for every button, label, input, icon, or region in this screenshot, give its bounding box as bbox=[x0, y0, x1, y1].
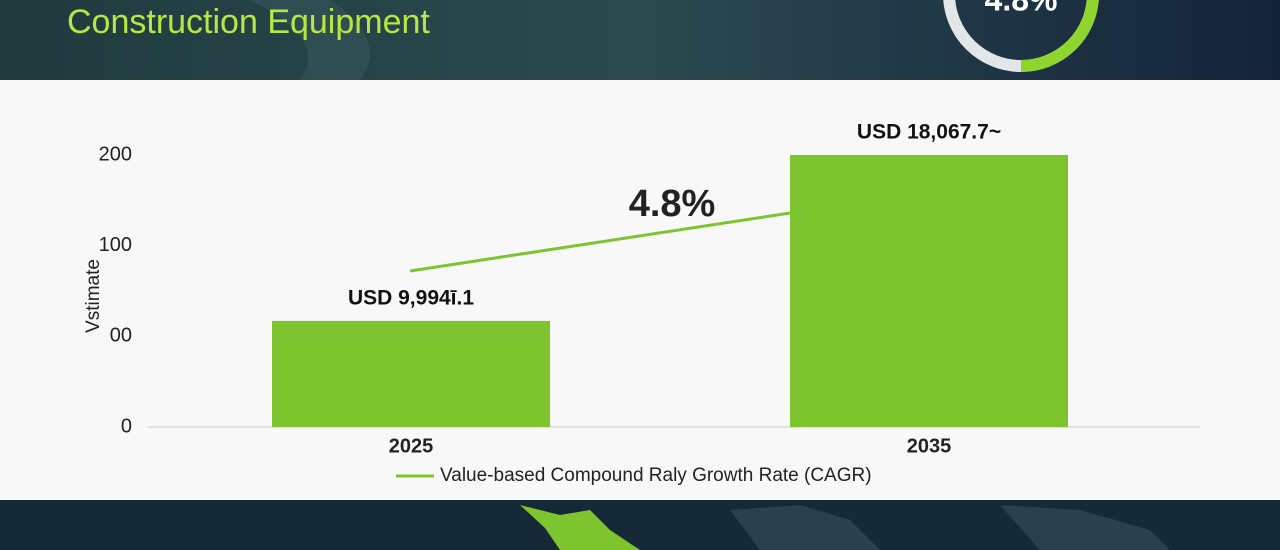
badge-label: 4.8% bbox=[985, 0, 1058, 17]
value-label: USD 9,994ī.1 bbox=[348, 286, 474, 309]
map-region bbox=[730, 505, 1170, 550]
chart-title: Construction Equipment bbox=[67, 3, 430, 41]
y-axis-label: Vstimate bbox=[83, 259, 104, 333]
cagr-line bbox=[409, 211, 791, 273]
y-tick-label: 00 bbox=[110, 325, 132, 347]
legend-label: Value-based Compound Raly Growth Rate (C… bbox=[440, 465, 872, 486]
header-band bbox=[0, 0, 1280, 80]
plot-panel bbox=[0, 80, 1280, 500]
x-tick-label: 2035 bbox=[907, 435, 952, 457]
y-tick-label: 200 bbox=[99, 143, 132, 165]
bar bbox=[272, 320, 550, 427]
badge-arc bbox=[1020, 0, 1099, 72]
header-swoosh bbox=[250, 0, 370, 80]
cagr-label: 4.8% bbox=[629, 183, 716, 225]
value-label: USD 18,067.7~ bbox=[857, 121, 1001, 144]
x-tick-label: 2025 bbox=[389, 435, 434, 457]
y-tick-label: 100 bbox=[99, 234, 132, 256]
bar bbox=[790, 155, 1068, 427]
map-region bbox=[520, 505, 640, 550]
y-tick-label: 0 bbox=[121, 415, 132, 437]
